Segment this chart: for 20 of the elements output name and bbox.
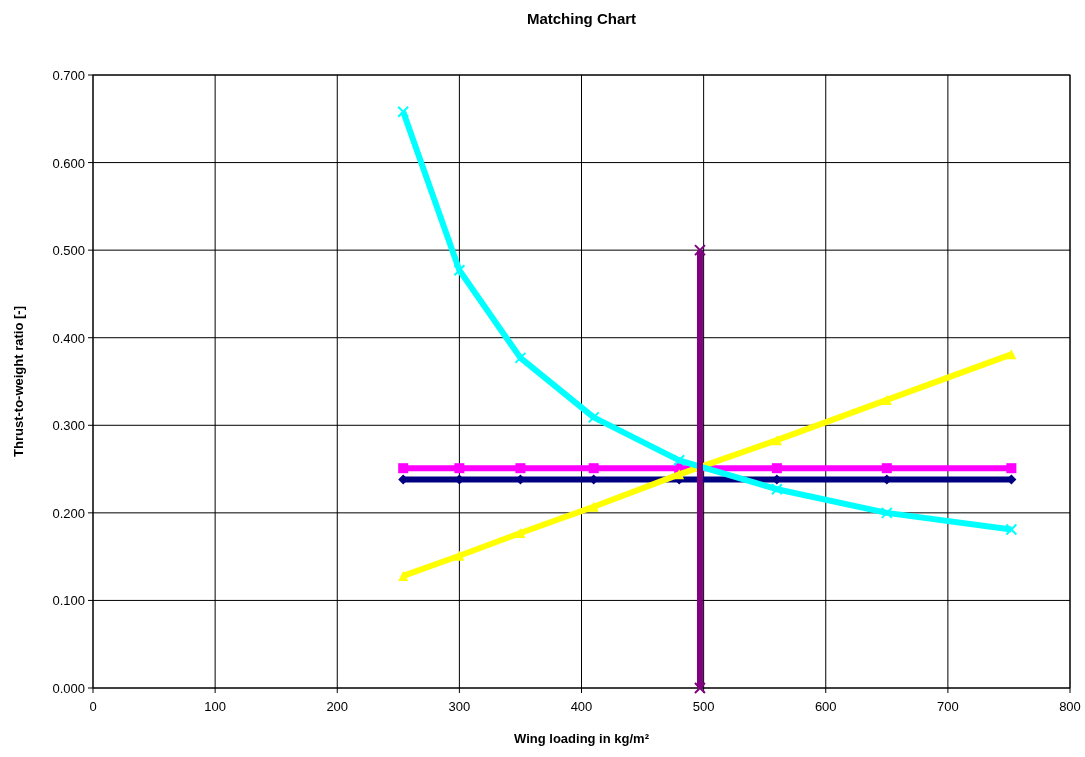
y-tick-label: 0.300 xyxy=(52,418,85,434)
x-axis-title: Wing loading in kg/m² xyxy=(514,731,650,746)
y-axis-title: Thrust-to-weight ratio [-] xyxy=(11,306,26,457)
y-tick-label: 0.100 xyxy=(52,593,85,609)
y-tick-label: 0.500 xyxy=(52,243,85,259)
y-tick-label: 0.400 xyxy=(52,330,85,346)
x-tick-label: 800 xyxy=(1059,699,1081,714)
x-tick-label: 500 xyxy=(692,699,715,714)
y-tick-label: 0.700 xyxy=(52,68,85,83)
x-tick-label: 400 xyxy=(570,699,593,714)
y-tick-label: 0.000 xyxy=(52,681,85,696)
x-tick-label: 300 xyxy=(448,699,471,714)
x-tick-label: 100 xyxy=(204,699,226,714)
x-tick-label: 600 xyxy=(814,699,837,714)
y-tick-label: 0.600 xyxy=(52,155,85,171)
x-tick-label: 0 xyxy=(89,699,97,714)
y-tick-label: 0.200 xyxy=(52,505,85,521)
x-tick-label: 700 xyxy=(937,699,959,714)
chart-title: Matching Chart xyxy=(526,10,637,27)
x-tick-label: 200 xyxy=(326,699,349,714)
